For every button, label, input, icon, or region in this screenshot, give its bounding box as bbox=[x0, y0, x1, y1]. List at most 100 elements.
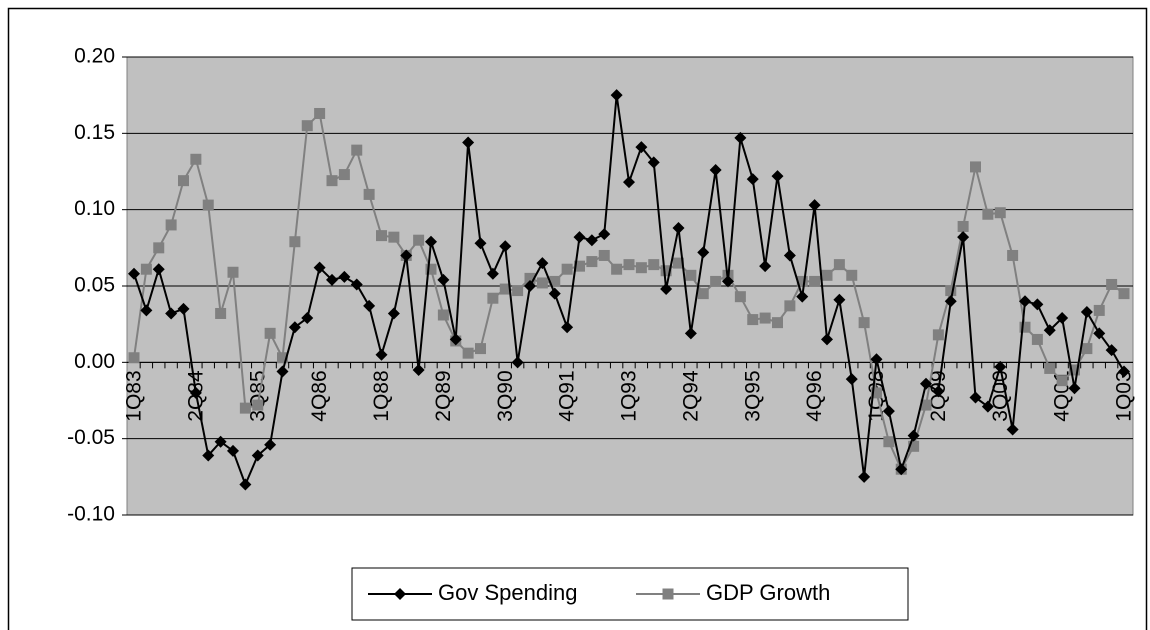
x-tick-label: 3Q90 bbox=[494, 370, 517, 421]
data-point bbox=[474, 237, 487, 250]
data-point bbox=[462, 136, 475, 149]
data-point bbox=[994, 360, 1007, 373]
data-point bbox=[326, 273, 338, 286]
data-point bbox=[772, 317, 783, 329]
data-point bbox=[524, 272, 536, 284]
data-point bbox=[264, 327, 276, 339]
data-point bbox=[833, 293, 846, 306]
data-point bbox=[301, 312, 314, 325]
data-point bbox=[697, 246, 710, 259]
data-point bbox=[858, 470, 871, 483]
legend-label: GDP Growth bbox=[706, 580, 830, 605]
data-point bbox=[425, 235, 437, 248]
data-point bbox=[846, 269, 858, 281]
y-tick-label: -0.05 bbox=[67, 426, 115, 449]
data-point bbox=[239, 402, 251, 414]
data-point bbox=[672, 221, 685, 234]
data-point bbox=[214, 435, 227, 448]
data-point bbox=[1019, 321, 1031, 333]
x-tick-label: 1Q83 bbox=[123, 370, 146, 421]
data-point bbox=[981, 400, 994, 413]
data-point bbox=[783, 249, 796, 262]
data-point bbox=[437, 309, 449, 321]
data-point bbox=[1106, 278, 1118, 290]
data-point bbox=[487, 292, 499, 304]
data-point bbox=[425, 263, 437, 275]
data-point bbox=[994, 207, 1006, 219]
data-point bbox=[1044, 362, 1056, 374]
data-point bbox=[1093, 304, 1105, 316]
data-point bbox=[152, 263, 165, 276]
data-point bbox=[734, 131, 747, 144]
data-point bbox=[128, 352, 140, 364]
legend-marker bbox=[662, 588, 674, 600]
data-point bbox=[277, 352, 288, 364]
data-point bbox=[771, 170, 784, 183]
x-tick-label: 4Q96 bbox=[803, 370, 826, 421]
data-point bbox=[932, 329, 944, 341]
data-point bbox=[809, 275, 821, 287]
data-point bbox=[363, 188, 375, 200]
data-point bbox=[1056, 312, 1069, 325]
x-tick-label: 4Q91 bbox=[556, 370, 579, 421]
data-point bbox=[227, 444, 239, 457]
data-point bbox=[784, 300, 796, 312]
data-point bbox=[1093, 327, 1106, 340]
data-point bbox=[623, 259, 635, 271]
legend-marker bbox=[394, 588, 406, 600]
data-point bbox=[251, 449, 264, 462]
data-point bbox=[412, 363, 425, 376]
data-point bbox=[611, 263, 623, 275]
data-point bbox=[759, 260, 772, 273]
data-point bbox=[1019, 295, 1031, 308]
x-tick-label: 1Q93 bbox=[618, 370, 641, 421]
data-point bbox=[387, 307, 400, 320]
data-point bbox=[598, 228, 611, 241]
data-point bbox=[289, 236, 301, 248]
data-point bbox=[883, 436, 895, 448]
y-tick-label: 0.00 bbox=[74, 350, 115, 373]
data-point bbox=[1118, 365, 1130, 378]
data-point bbox=[1069, 364, 1080, 376]
x-tick-label: 2Q89 bbox=[432, 370, 455, 421]
data-point bbox=[524, 280, 536, 292]
data-point bbox=[796, 275, 808, 287]
data-point bbox=[1080, 305, 1093, 318]
data-point bbox=[338, 169, 350, 181]
data-point bbox=[1118, 288, 1130, 300]
data-point bbox=[313, 261, 326, 274]
data-point bbox=[462, 347, 474, 359]
data-point bbox=[574, 260, 585, 272]
data-point bbox=[586, 256, 598, 268]
data-point bbox=[957, 231, 970, 244]
data-point bbox=[623, 176, 635, 189]
data-point bbox=[314, 107, 326, 119]
data-point bbox=[128, 267, 140, 280]
data-point bbox=[660, 283, 673, 296]
data-point bbox=[821, 333, 833, 346]
data-point bbox=[350, 278, 363, 291]
data-point bbox=[734, 291, 746, 303]
data-point bbox=[548, 287, 561, 300]
x-tick-label: 1Q03 bbox=[1113, 370, 1136, 421]
data-point bbox=[648, 259, 660, 271]
x-tick-label: 1Q88 bbox=[370, 370, 393, 421]
data-point bbox=[808, 199, 821, 212]
x-tick-label: 4Q01 bbox=[1051, 370, 1074, 421]
data-point bbox=[239, 478, 252, 491]
data-point bbox=[190, 153, 202, 165]
data-point bbox=[647, 156, 660, 169]
data-point bbox=[561, 321, 574, 334]
data-point bbox=[140, 304, 153, 317]
data-point bbox=[573, 231, 586, 244]
data-point bbox=[945, 285, 957, 297]
data-point bbox=[1006, 423, 1019, 436]
data-point bbox=[363, 299, 376, 312]
data-point bbox=[499, 283, 511, 295]
data-point bbox=[585, 234, 598, 247]
data-point bbox=[202, 199, 214, 211]
data-point bbox=[449, 333, 462, 346]
data-point bbox=[252, 399, 264, 411]
data-point bbox=[982, 208, 994, 220]
